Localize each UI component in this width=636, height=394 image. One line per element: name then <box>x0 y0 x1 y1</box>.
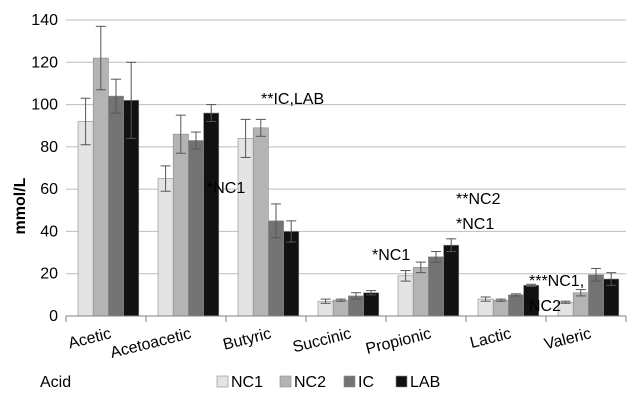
annotation-label: *NC1 <box>207 180 245 197</box>
bar-ic-acetoacetic <box>188 140 204 317</box>
legend-swatch-nc2 <box>279 375 292 388</box>
bars <box>77 57 620 317</box>
x-category-label: Succinic <box>291 325 353 356</box>
x-category-label: Propionic <box>364 325 433 358</box>
bar-ic-acetic <box>108 95 124 317</box>
bar-ic-propionic <box>428 256 444 317</box>
x-category-label: Valeric <box>543 325 593 353</box>
y-tick-label: 20 <box>40 266 58 283</box>
bar-lab-propionic <box>443 244 460 317</box>
bar-nc1-butyric <box>237 138 254 317</box>
bar-nc2-acetic <box>92 57 109 317</box>
y-tick-label: 120 <box>31 54 58 71</box>
bar-nc2-succinic <box>332 299 349 317</box>
y-tick-label: 40 <box>40 223 58 240</box>
annotation-label: *NC1 <box>456 216 494 233</box>
x-category-label: Lactic <box>468 325 513 352</box>
legend-label-nc1: NC1 <box>231 374 263 391</box>
bar-nc1-acetic <box>77 121 94 317</box>
legend-label-lab: LAB <box>410 374 440 391</box>
annotations: *NC1 **IC,LAB *NC1 **NC2 *NC1 ***NC1, NC2 <box>207 91 584 315</box>
legend-swatch-nc1 <box>216 375 229 388</box>
annotation-label: **IC,LAB <box>261 91 324 108</box>
gridlines <box>66 19 626 275</box>
annotation-label: NC2 <box>529 298 561 315</box>
bar-nc2-acetoacetic <box>172 133 189 317</box>
x-category-label: Butyric <box>221 325 273 353</box>
y-tick-label: 0 <box>49 308 58 325</box>
y-tick-label: 60 <box>40 181 58 198</box>
legend-swatch-ic <box>343 375 356 388</box>
x-axis <box>65 315 627 322</box>
y-tick-label: 100 <box>31 97 58 114</box>
x-category-label: Acetic <box>67 325 113 352</box>
bar-ic-lactic <box>508 294 524 317</box>
bar-lab-butyric <box>283 231 300 317</box>
bar-nc2-propionic <box>412 267 429 317</box>
bar-nc1-acetoacetic <box>157 178 174 317</box>
legend: NC1 NC2 IC LAB <box>216 374 440 391</box>
x-category-label: Acetoacetic <box>109 325 193 362</box>
error-bars <box>80 25 617 304</box>
legend-label-ic: IC <box>358 374 374 391</box>
bar-nc2-lactic <box>492 299 509 317</box>
bar-lab-succinic <box>363 292 380 317</box>
legend-label-nc2: NC2 <box>294 374 326 391</box>
bar-lab-acetoacetic <box>203 112 220 317</box>
legend-swatch-lab <box>395 375 408 388</box>
annotation-label: ***NC1, <box>529 273 584 290</box>
x-axis-title: Acid <box>40 374 71 391</box>
y-axis-title: mmol/L <box>12 177 29 234</box>
annotation-label: **NC2 <box>456 191 501 208</box>
annotation-label: *NC1 <box>372 247 410 264</box>
y-axis-ticks: 0 20 40 60 80 100 120 140 <box>31 12 58 325</box>
y-tick-label: 140 <box>31 12 58 29</box>
bar-nc2-butyric <box>252 127 269 317</box>
bar-nc1-propionic <box>397 275 414 317</box>
y-tick-label: 80 <box>40 139 58 156</box>
